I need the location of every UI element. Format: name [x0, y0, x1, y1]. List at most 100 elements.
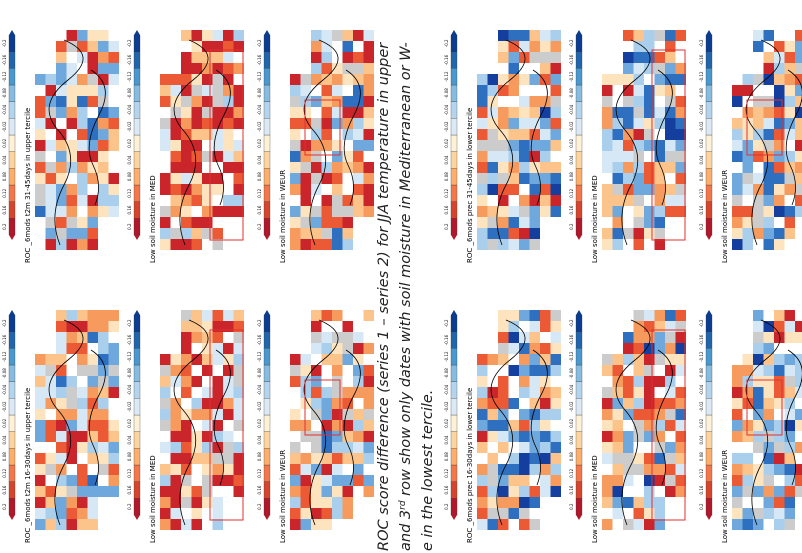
map-cell: [784, 409, 795, 420]
map-cell: [612, 173, 623, 184]
map-cell: [732, 151, 743, 162]
map-cell: [774, 420, 785, 431]
map-cell: [644, 376, 655, 387]
map-cell: [98, 129, 109, 140]
map-cell: [223, 354, 234, 365]
colorbar-label: 0.12: [127, 468, 132, 477]
map-cell: [300, 162, 311, 173]
caption-line: and 3rd row show only dates with soil mo…: [398, 42, 414, 551]
map-cell: [732, 453, 743, 464]
map-cell: [233, 195, 244, 206]
map-cell: [519, 387, 530, 398]
map-cell: [487, 431, 498, 442]
colorbar-swatch: [705, 118, 713, 136]
colorbar-label: 0.16: [257, 485, 262, 494]
map-cell: [753, 96, 764, 107]
map-cell: [498, 508, 509, 519]
map-cell: [202, 464, 213, 475]
map-cell: [87, 129, 98, 140]
map-cell: [633, 431, 644, 442]
map-cell: [540, 398, 551, 409]
colorbar-swatch: [450, 481, 458, 499]
map-cell: [665, 30, 676, 41]
map-cell: [181, 107, 192, 118]
colorbar-swatch: [8, 331, 16, 349]
map-cell: [56, 420, 67, 431]
map-cell: [311, 332, 322, 343]
map-cell: [108, 464, 119, 475]
map-cell: [332, 508, 343, 519]
map-cell: [774, 398, 785, 409]
colorbar-label: -0.16: [569, 54, 574, 65]
coastline: [615, 319, 673, 526]
map-cell: [77, 442, 88, 453]
map-cell: [665, 387, 676, 398]
map-cell: [602, 519, 613, 530]
map-cell: [212, 96, 223, 107]
colorbar-swatch: [8, 498, 16, 516]
map-cell: [774, 63, 785, 74]
map-cell: [233, 387, 244, 398]
map-cell: [654, 140, 665, 151]
map-cell: [753, 519, 764, 530]
map-cell: [487, 129, 498, 140]
map-cell: [665, 107, 676, 118]
map-cell: [223, 96, 234, 107]
map-cell: [633, 30, 644, 41]
map-cell: [763, 74, 774, 85]
map-cell: [202, 442, 213, 453]
map-cell: [529, 409, 540, 420]
colorbar-swatch: [133, 184, 141, 202]
map-cell: [623, 519, 634, 530]
colorbar-label: 0.16: [569, 205, 574, 214]
map-cell: [321, 431, 332, 442]
map-cell: [160, 118, 171, 129]
map-cell: [233, 96, 244, 107]
map-cell: [300, 140, 311, 151]
map-cell: [342, 239, 353, 250]
map-cell: [675, 486, 686, 497]
map-cell: [753, 365, 764, 376]
map-cell: [181, 96, 192, 107]
map-cell: [353, 129, 364, 140]
map-cell: [181, 184, 192, 195]
map-cell: [202, 184, 213, 195]
map-cell: [675, 321, 686, 332]
map-cell: [66, 519, 77, 530]
map-cell: [160, 184, 171, 195]
map-cell: [784, 151, 795, 162]
map-cell: [87, 321, 98, 332]
map-cell: [477, 162, 488, 173]
map-cell: [763, 508, 774, 519]
map-cell: [795, 129, 802, 140]
map-cell: [477, 431, 488, 442]
map-cell: [665, 332, 676, 343]
map-cell: [35, 453, 46, 464]
map-cell: [784, 118, 795, 129]
map-cell: [665, 343, 676, 354]
map-cell: [212, 519, 223, 530]
colorbar-label: -0.12: [2, 71, 7, 82]
map-cell: [170, 173, 181, 184]
map-cell: [290, 228, 301, 239]
map-cell: [654, 420, 665, 431]
map-cell: [540, 321, 551, 332]
map-cell: [353, 431, 364, 442]
map-cell: [342, 151, 353, 162]
map-cell: [35, 118, 46, 129]
map-cell: [644, 118, 655, 129]
colorbar-swatch: [575, 464, 583, 482]
map-cell: [363, 475, 374, 486]
colorbar-swatch: [450, 314, 458, 332]
map-cell: [77, 140, 88, 151]
map-cell: [363, 162, 374, 173]
colorbar-label: -0.2: [257, 39, 262, 47]
map-cell: [623, 173, 634, 184]
map-cell: [160, 475, 171, 486]
map-cell: [487, 206, 498, 217]
map-cell: [212, 151, 223, 162]
colorbar-label: 0.04: [2, 155, 7, 164]
map-cell: [170, 519, 181, 530]
map-cell: [550, 464, 561, 475]
map-cell: [795, 420, 802, 431]
